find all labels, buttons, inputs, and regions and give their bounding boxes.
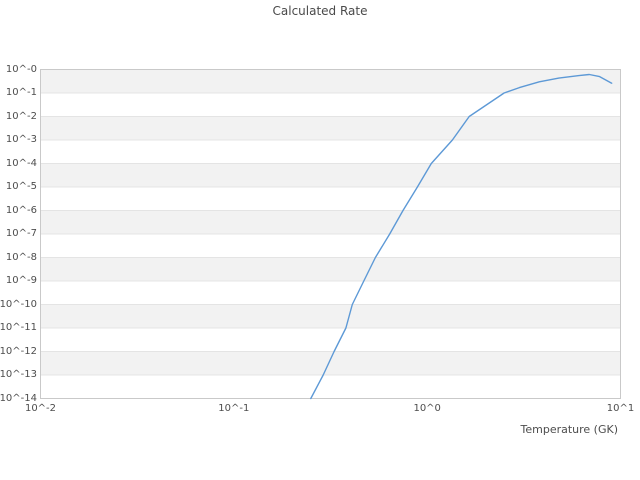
x-axis-tick-label: 10^1 — [606, 403, 635, 414]
y-axis-tick-label: 10^-8 — [5, 251, 37, 263]
y-axis-tick-label: 10^-14 — [0, 392, 37, 404]
y-axis-tick-label: 10^-12 — [0, 345, 37, 357]
x-axis-tick-label: 10^-1 — [218, 403, 250, 414]
y-axis-tick-label: 10^-7 — [5, 228, 37, 239]
y-axis-tick-label: 10^-11 — [0, 322, 37, 333]
y-axis-tick-label: 10^-5 — [5, 181, 37, 192]
y-axis-tick-label: 10^-9 — [5, 275, 37, 286]
x-axis-tick-label: 10^0 — [413, 403, 441, 414]
x-axis-title: Temperature (GK) — [520, 423, 619, 436]
chart-title: Calculated Rate — [272, 4, 368, 18]
y-axis-tick-label: 10^-2 — [5, 110, 37, 122]
y-axis-tick-label: 10^-10 — [0, 298, 37, 310]
y-axis-tick-label: 10^-13 — [0, 369, 37, 380]
y-axis-tick-label: 10^-1 — [5, 87, 37, 98]
y-axis-tick-label: 10^-3 — [5, 134, 37, 145]
y-axis-tick-label: 10^-6 — [5, 204, 37, 216]
y-axis-tick-label: 10^-0 — [5, 63, 37, 75]
y-axis-tick-label: 10^-4 — [5, 157, 37, 169]
x-axis-tick-label: 10^-2 — [24, 403, 57, 414]
